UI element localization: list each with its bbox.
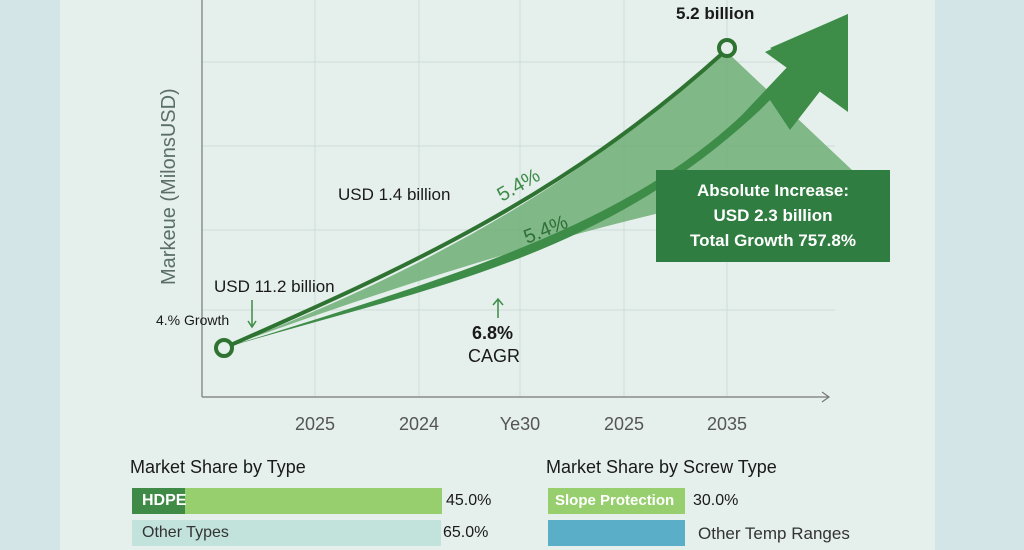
start-growth-label: 4.% Growth bbox=[156, 312, 230, 328]
growth-arrow-down bbox=[247, 300, 257, 329]
trend-line bbox=[223, 50, 726, 350]
x-axis-arrowhead bbox=[821, 391, 831, 403]
end-value-label: 5.2 billion bbox=[676, 4, 755, 23]
cagr-arrow bbox=[492, 297, 504, 318]
absolute-increase-box: Absolute Increase: USD 2.3 billion Total… bbox=[656, 170, 890, 262]
hdpe-label: HDPE bbox=[142, 492, 187, 509]
x-tick-label: 2024 bbox=[399, 414, 439, 434]
light-band bbox=[224, 52, 852, 348]
other-types-label: Other Types bbox=[142, 524, 229, 541]
box-line-3: Total Growth 757.8% bbox=[690, 231, 856, 250]
hdpe-label-block bbox=[132, 488, 185, 514]
growth-arrow-head bbox=[765, 14, 848, 112]
other-types-bar bbox=[132, 520, 441, 546]
x-tick-label: 2035 bbox=[707, 414, 747, 434]
x-tick-label: Ye30 bbox=[500, 414, 540, 434]
x-tick-label: 2025 bbox=[604, 414, 644, 434]
start-point[interactable] bbox=[214, 338, 234, 358]
x-tick-label: 2025 bbox=[295, 414, 335, 434]
start-value-label: USD 11.2 billion bbox=[214, 277, 335, 296]
box-line-2: USD 2.3 billion bbox=[713, 206, 833, 225]
other-types-value: 65.0% bbox=[443, 524, 489, 541]
box-line-1: Absolute Increase: bbox=[696, 181, 850, 200]
other-temp-bar bbox=[548, 520, 685, 546]
mid-value-label: USD 1.4 billion bbox=[338, 185, 451, 204]
hdpe-value: 45.0% bbox=[446, 492, 492, 509]
slope-protection-value: 30.0% bbox=[693, 492, 739, 509]
share-by-type-title: Market Share by Type bbox=[130, 457, 306, 477]
end-point[interactable] bbox=[717, 38, 737, 58]
cagr-label: CAGR bbox=[468, 346, 521, 366]
cagr-value: 6.8% bbox=[472, 323, 514, 343]
other-temp-label: Other Temp Ranges bbox=[698, 524, 850, 543]
y-axis-label: Markeue (MilonsUSD) bbox=[158, 88, 180, 285]
slope-protection-bar bbox=[548, 488, 685, 514]
slope-protection-label: Slope Protection bbox=[555, 492, 675, 509]
share-by-screw-title: Market Share by Screw Type bbox=[546, 457, 777, 477]
